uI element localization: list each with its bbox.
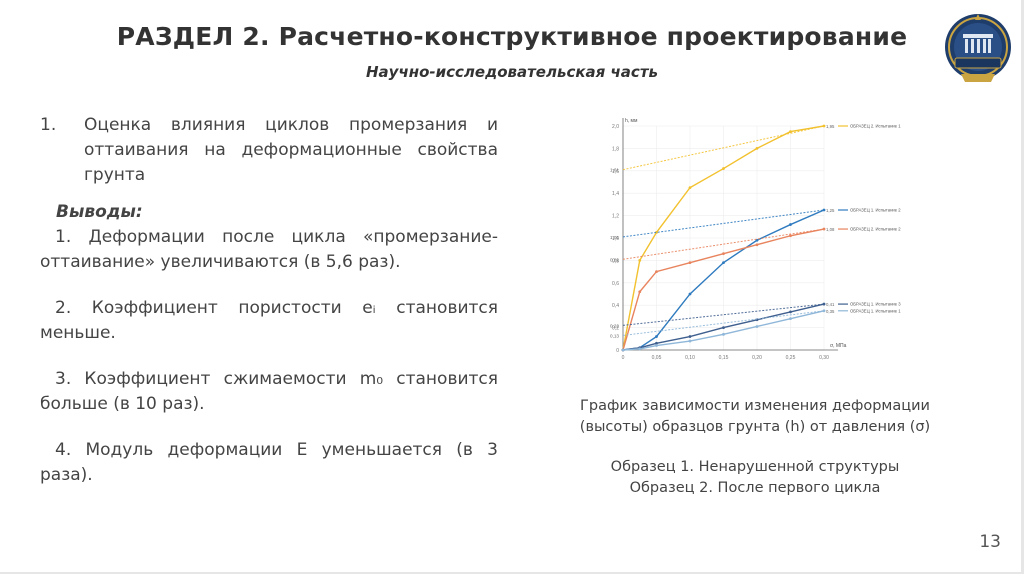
data-point bbox=[722, 326, 725, 329]
slide-frame-right bbox=[1021, 0, 1024, 574]
data-point bbox=[655, 270, 658, 273]
x-tick-label: 0,15 bbox=[719, 355, 729, 361]
slide-frame-bottom bbox=[0, 572, 1024, 574]
data-point bbox=[722, 332, 725, 336]
chart-caption-line-1: График зависимости изменения деформации bbox=[580, 398, 930, 414]
data-point bbox=[789, 234, 792, 238]
end-value-label: 1,95 bbox=[826, 124, 835, 129]
series-line bbox=[622, 228, 825, 351]
page-number: 13 bbox=[979, 532, 1001, 552]
list-item: 1. Оценка влияния циклов промерзания и о… bbox=[40, 113, 498, 188]
data-point bbox=[822, 208, 826, 212]
data-point bbox=[822, 302, 826, 306]
x-tick-label: 0,20 bbox=[752, 355, 762, 361]
trend-start-label: 0,22 bbox=[610, 323, 619, 328]
page-title: РАЗДЕЛ 2. Расчетно-конструктивное проект… bbox=[116, 22, 908, 51]
data-point bbox=[755, 325, 759, 328]
trend-start-label: 1,61 bbox=[610, 168, 619, 173]
end-value-label: 0,41 bbox=[826, 302, 835, 307]
chart-caption-line-4: Образец 2. После первого цикла bbox=[629, 480, 881, 496]
trend-start-label: 1,01 bbox=[610, 235, 619, 240]
y-tick-label: 1,2 bbox=[612, 214, 619, 220]
y-tick-label: 0,8 bbox=[612, 258, 619, 264]
y-tick-label: 1,6 bbox=[612, 169, 619, 175]
data-point bbox=[688, 292, 692, 296]
data-point bbox=[722, 167, 725, 170]
series-line bbox=[622, 125, 825, 351]
y-tick-label: 1,4 bbox=[612, 191, 619, 197]
deformation-chart: 0 0,2 0,4 0,6 0,8 1,0 1,2 1,4 1,6 1,8 2,0 0 0,05 0,10… bbox=[610, 118, 901, 361]
data-point bbox=[688, 339, 692, 343]
data-point bbox=[638, 347, 642, 351]
data-point bbox=[655, 335, 658, 338]
y-tick-label: 0,4 bbox=[612, 303, 619, 309]
data-point bbox=[638, 259, 642, 262]
series-line bbox=[622, 303, 825, 351]
data-point bbox=[688, 335, 692, 338]
x-tick-label: 0,10 bbox=[685, 355, 695, 361]
series-line bbox=[622, 209, 825, 351]
data-point bbox=[755, 243, 759, 247]
data-point bbox=[655, 231, 658, 234]
trend-start-label: 0,13 bbox=[610, 333, 619, 338]
legend-label: ОБРАЗЕЦ 1. Испытание 1 bbox=[850, 308, 901, 313]
text-column: 1. Оценка влияния циклов промерзания и о… bbox=[40, 113, 498, 488]
data-point bbox=[655, 341, 658, 345]
page-subtitle: Научно-исследовательская часть bbox=[365, 63, 658, 81]
data-point bbox=[722, 252, 725, 256]
data-point bbox=[789, 130, 792, 133]
x-tick-label: 0 bbox=[622, 355, 625, 361]
x-tick-label: 0,25 bbox=[786, 355, 796, 361]
list-item-text: Оценка влияния циклов промерзания и отта… bbox=[84, 115, 498, 185]
y-axis-label: h, мм bbox=[625, 118, 638, 124]
legend-label: ОБРАЗЕЦ 1. Испытание 3 bbox=[850, 302, 901, 307]
end-value-label: 0,35 bbox=[826, 309, 835, 314]
end-value-label: 1,25 bbox=[826, 208, 835, 213]
data-point bbox=[722, 261, 725, 265]
x-tick-label: 0,05 bbox=[652, 355, 662, 361]
y-tick-label: 0 bbox=[616, 348, 619, 354]
data-point bbox=[655, 344, 658, 347]
data-point bbox=[789, 223, 792, 226]
data-point bbox=[822, 309, 826, 313]
conclusion-4: 4. Модуль деформации Е уменьшается (в 3 … bbox=[40, 440, 498, 485]
y-tick-label: 0,6 bbox=[612, 281, 619, 287]
data-point bbox=[688, 186, 692, 189]
legend-label: ОБРАЗЕЦ 1. Испытание 2 bbox=[850, 208, 901, 213]
trend-line bbox=[622, 303, 825, 326]
trend-line bbox=[622, 125, 825, 171]
trend-line bbox=[622, 310, 825, 336]
trend-line bbox=[622, 209, 825, 238]
data-point bbox=[789, 317, 792, 321]
legend-label: ОБРАЗЕЦ 2. Испытание 2 bbox=[850, 227, 901, 232]
end-value-label: 1,08 bbox=[826, 227, 835, 232]
y-tick-label: 1,8 bbox=[612, 146, 619, 152]
x-tick-label: 0,30 bbox=[819, 355, 829, 361]
conclusion-2: 2. Коэффициент пористости eᵢ становится … bbox=[40, 298, 498, 343]
y-tick-label: 2,0 bbox=[612, 124, 619, 130]
chart-caption-line-3: Образец 1. Ненарушенной структуры bbox=[610, 459, 900, 475]
data-point bbox=[789, 310, 792, 314]
conclusion-1: 1. Деформации после цикла «промерзание-о… bbox=[40, 227, 498, 272]
trend-line bbox=[622, 228, 825, 260]
conclusions-heading: Выводы: bbox=[56, 202, 143, 222]
data-point bbox=[688, 261, 692, 265]
data-point bbox=[621, 348, 625, 352]
data-point bbox=[755, 147, 759, 150]
data-point bbox=[638, 290, 642, 294]
series-line bbox=[622, 310, 825, 351]
list-item-number: 1. bbox=[40, 115, 57, 135]
chart-caption-line-2: (высоты) образцов грунта (h) от давления… bbox=[579, 419, 931, 435]
data-point bbox=[822, 124, 826, 128]
trend-start-label: 0,81 bbox=[610, 257, 619, 262]
y-tick-label: 1,0 bbox=[612, 236, 619, 242]
conclusion-3: 3. Коэффициент сжимаемости m₀ становится… bbox=[40, 369, 498, 414]
y-tick-label: 0,2 bbox=[612, 326, 619, 332]
university-logo bbox=[945, 14, 1011, 82]
x-axis-label: σ, МПа bbox=[830, 343, 847, 349]
legend-label: ОБРАЗЕЦ 2. Испытание 1 bbox=[850, 124, 901, 129]
data-point bbox=[822, 227, 826, 231]
